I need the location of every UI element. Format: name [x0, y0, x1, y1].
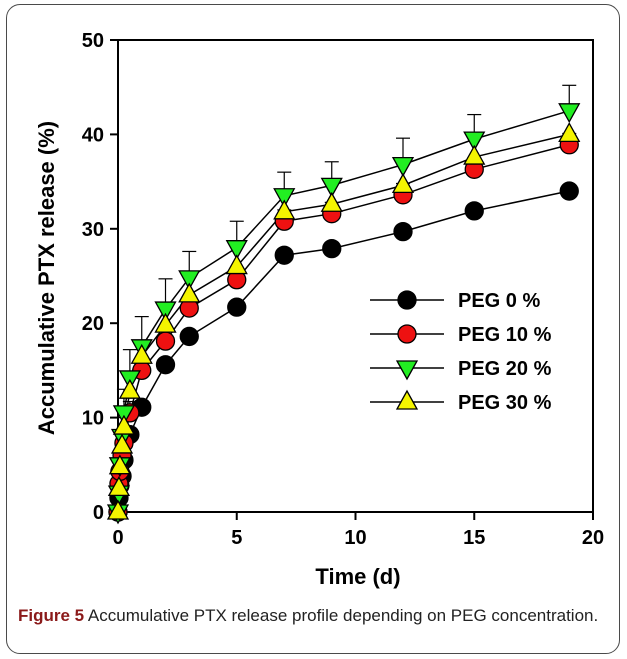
data-point — [322, 238, 342, 259]
x-tick-label: 20 — [582, 527, 604, 549]
data-point — [107, 476, 131, 497]
data-point — [274, 245, 294, 265]
x-tick-label: 0 — [112, 527, 123, 549]
data-point — [463, 131, 486, 152]
data-point — [463, 144, 486, 165]
data-point — [106, 499, 130, 520]
data-point — [155, 331, 176, 351]
data-point — [178, 282, 201, 303]
figure-frame — [6, 4, 620, 654]
data-point — [154, 301, 177, 322]
legend-marker — [395, 389, 419, 410]
y-axis-title: Accumulative PTX release (%) — [34, 121, 59, 435]
data-point — [154, 312, 177, 333]
y-tick-label: 50 — [82, 30, 104, 52]
data-point — [225, 254, 248, 275]
legend-label: PEG 0 % — [458, 290, 540, 312]
y-tick-label: 0 — [93, 502, 104, 524]
release-profile-chart: 0 5 10 15 20 0 10 20 30 40 50 PEG 0 % PEG 10 % PEG 20… — [34, 30, 604, 589]
data-point — [391, 156, 415, 177]
y-tick-label: 10 — [82, 408, 104, 430]
data-point — [559, 181, 579, 201]
data-point — [179, 326, 199, 347]
figure-caption-text: Accumulative PTX release profile dependi… — [87, 606, 599, 625]
data-point — [393, 221, 413, 242]
data-point — [130, 343, 153, 364]
legend-marker — [397, 290, 417, 310]
data-point — [108, 454, 132, 475]
data-point — [464, 201, 484, 221]
y-tick-label: 40 — [82, 124, 104, 146]
data-point — [225, 240, 248, 261]
data-point — [118, 378, 141, 399]
y-tick-label: 30 — [82, 219, 104, 241]
legend-marker — [395, 360, 419, 381]
data-point — [227, 297, 247, 317]
figure-label: Figure 5 — [18, 606, 85, 625]
series-line — [117, 190, 570, 513]
legend-marker — [397, 324, 417, 344]
legend-label: PEG 10 % — [458, 324, 552, 346]
x-tick-label: 5 — [231, 527, 242, 549]
x-axis-title: Time (d) — [315, 564, 400, 589]
data-point — [273, 188, 296, 209]
data-point — [558, 103, 581, 124]
x-tick-label: 15 — [463, 527, 485, 549]
data-point — [273, 199, 296, 220]
data-point — [320, 177, 343, 198]
x-tick-label: 10 — [344, 527, 366, 549]
y-tick-label: 20 — [82, 313, 104, 335]
data-point — [178, 270, 201, 291]
plot-layer: 0 5 10 15 20 0 10 20 30 40 50 PEG 0 % PEG 10 % PEG 20… — [82, 30, 604, 549]
data-point — [110, 433, 134, 454]
data-point — [112, 414, 136, 435]
data-point — [320, 191, 343, 212]
figure-caption: Figure 5 Accumulative PTX release profil… — [18, 604, 608, 628]
data-point — [155, 355, 176, 375]
data-point — [558, 122, 581, 143]
legend-label: PEG 20 % — [458, 358, 552, 380]
legend-label: PEG 30 % — [458, 392, 552, 414]
data-point — [391, 173, 415, 194]
